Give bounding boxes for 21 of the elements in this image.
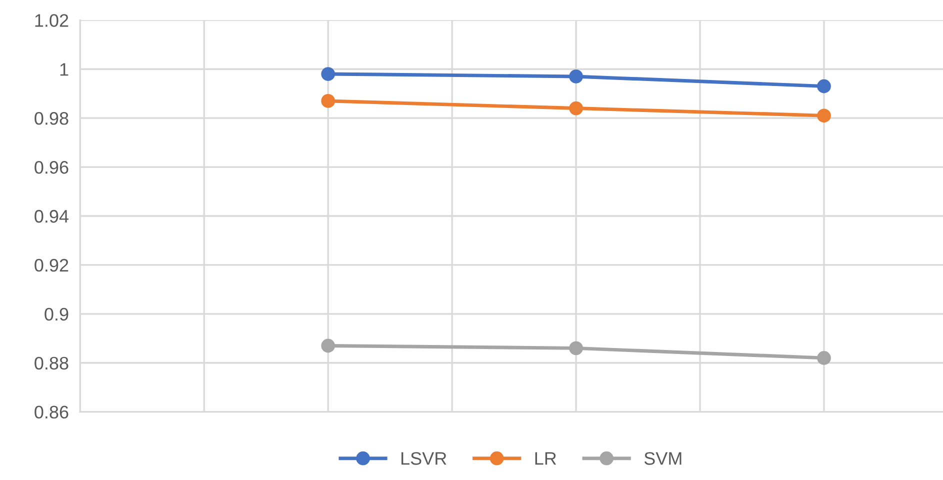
y-tick-label: 0.9: [44, 308, 68, 321]
point: [817, 351, 831, 365]
point: [569, 341, 583, 356]
y-tick-label: 0.92: [34, 258, 68, 272]
point: [321, 94, 336, 108]
y-tick-label: 0.94: [34, 210, 69, 223]
point: [321, 338, 336, 353]
y-tick-label: 1: [60, 63, 68, 76]
point: [569, 101, 583, 116]
legend-label: LSVR: [401, 452, 446, 465]
legend-label: LR: [535, 452, 556, 465]
y-tick-label: 1.02: [35, 14, 68, 27]
point: [321, 67, 336, 81]
y-tick-label: 0.98: [34, 112, 68, 125]
y-tick-label: 0.86: [34, 406, 68, 419]
y-tick-label: 0.96: [34, 160, 68, 174]
point: [817, 79, 831, 94]
legend-label: SVM: [644, 452, 682, 465]
point: [817, 108, 831, 123]
point: [569, 70, 583, 84]
y-tick-label: 0.88: [34, 356, 68, 370]
